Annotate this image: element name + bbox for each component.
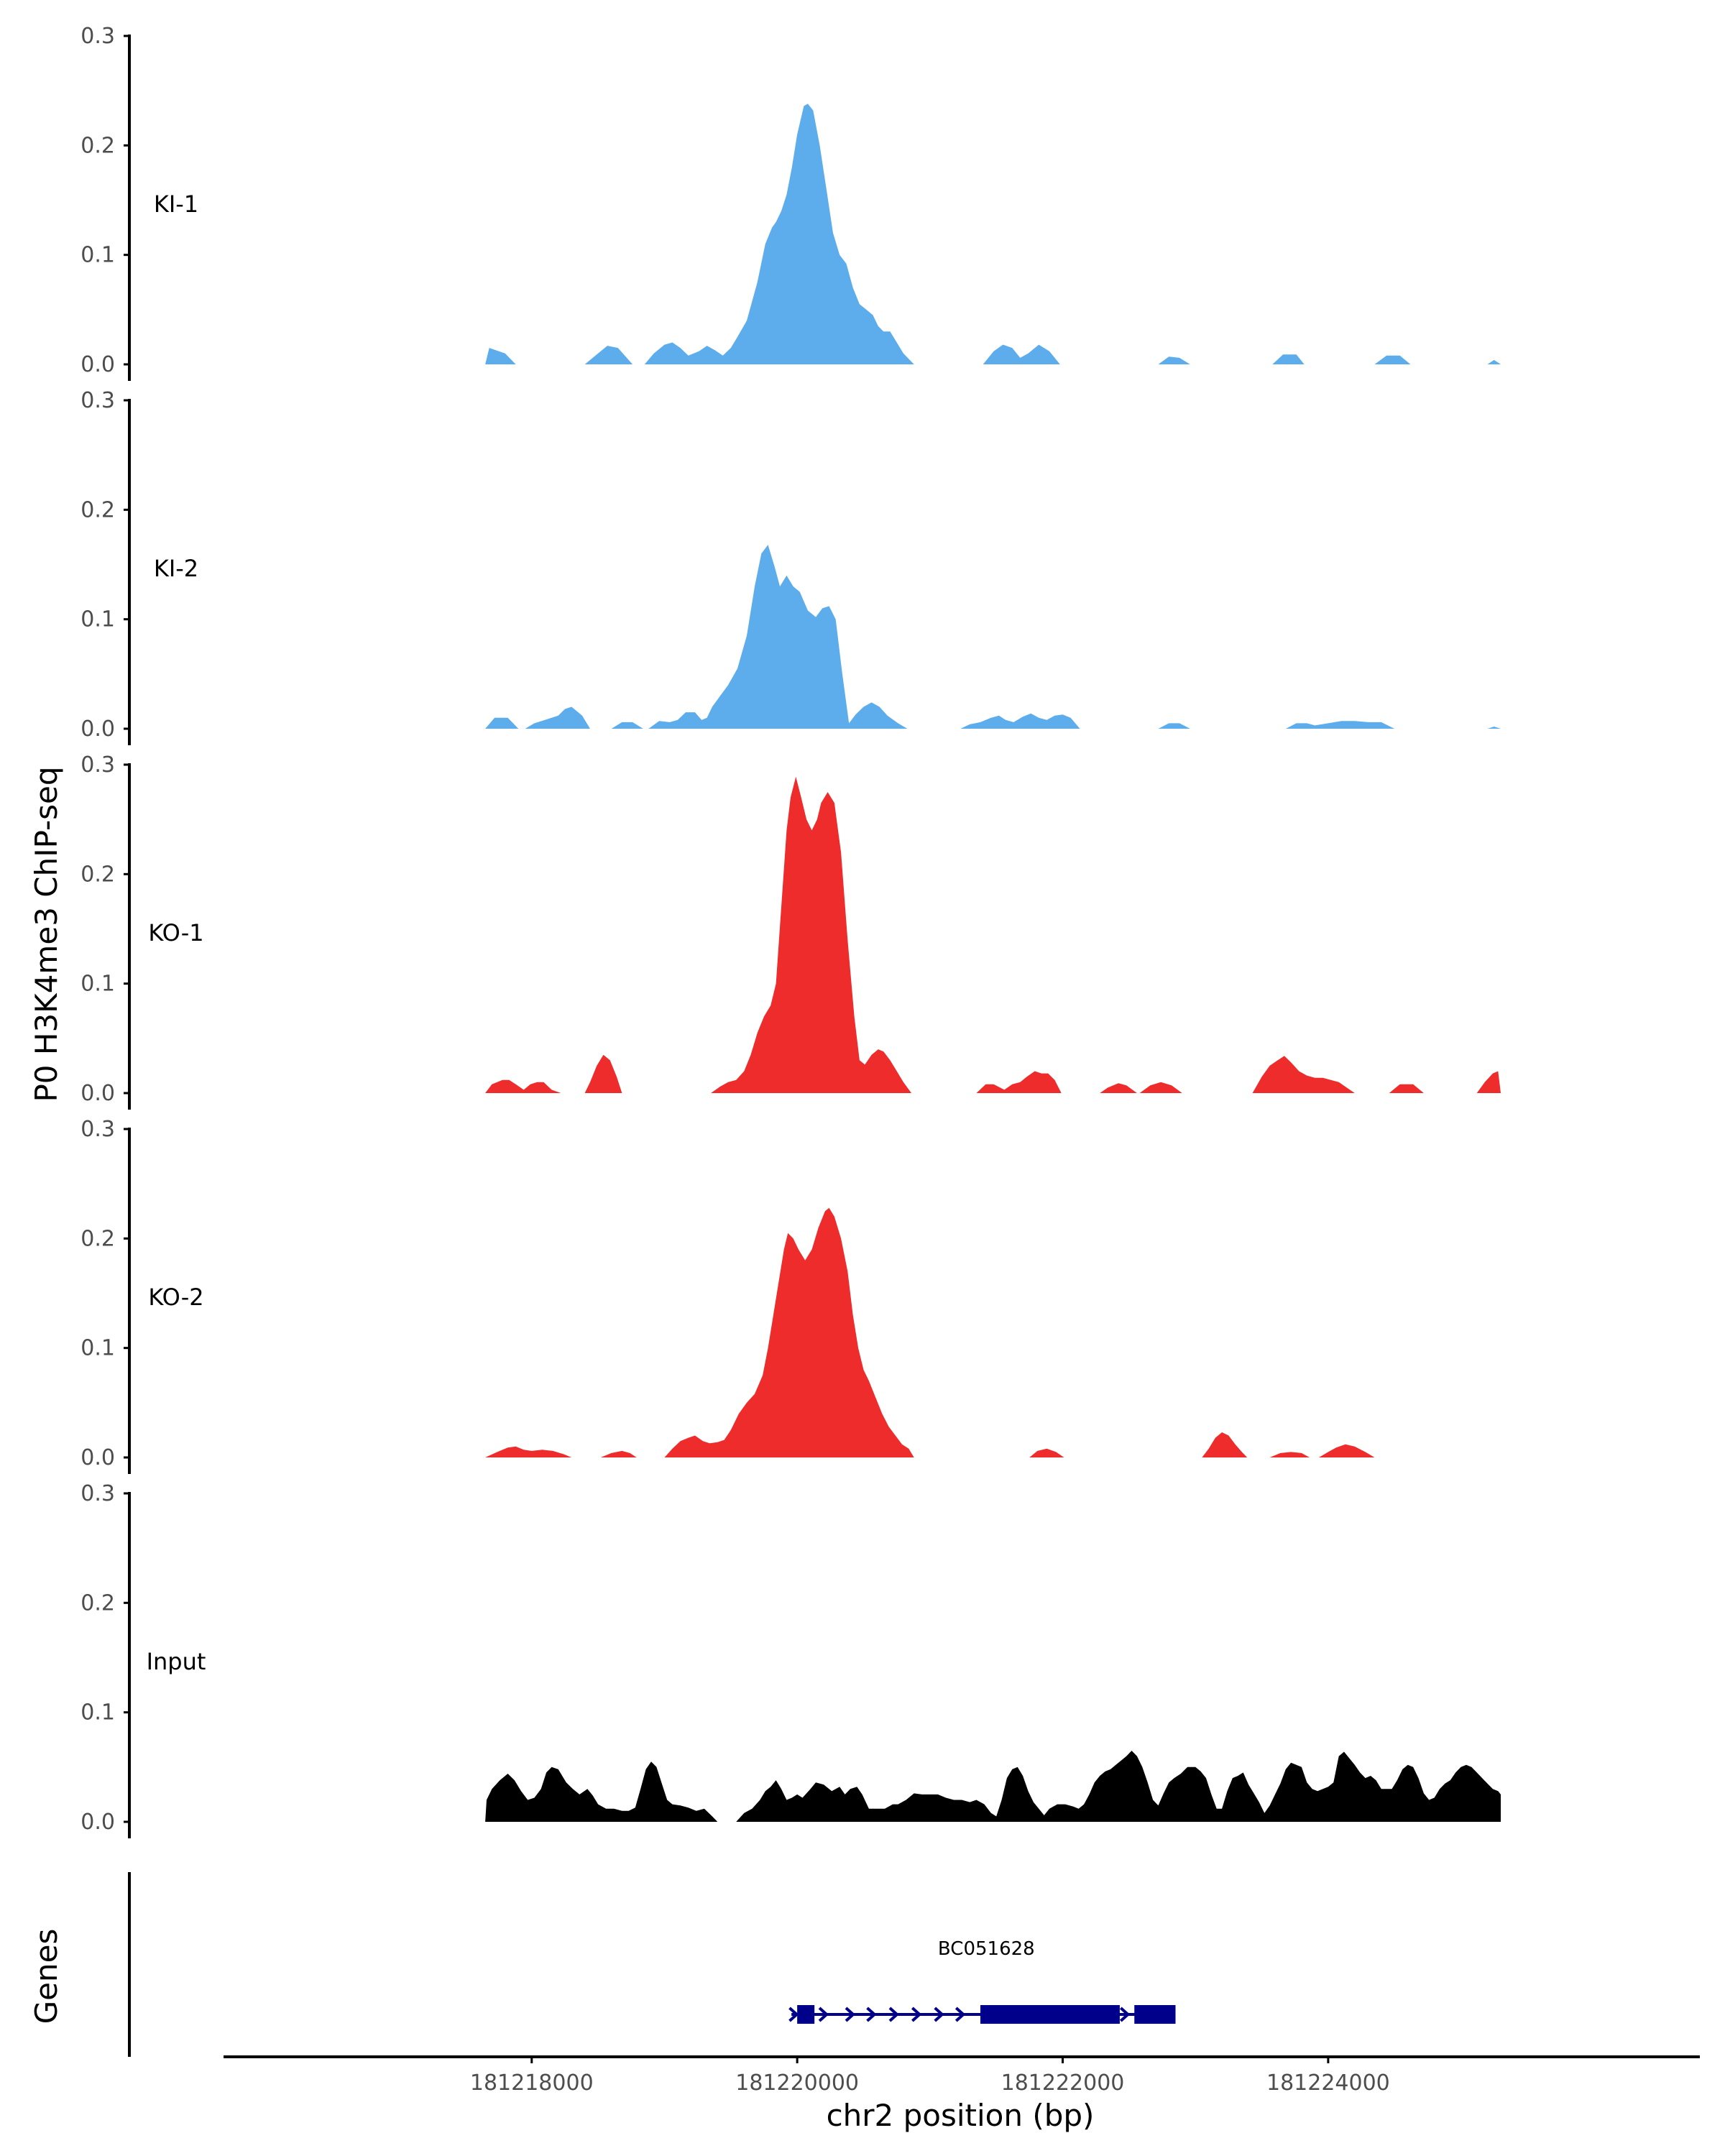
y-tick-label: 0.3 bbox=[80, 752, 115, 778]
coverage-peak bbox=[1158, 356, 1190, 364]
track-label: Input bbox=[147, 1648, 206, 1675]
coverage-peak bbox=[525, 706, 590, 729]
x-axis: 181218000 181220000 181222000 181224000 bbox=[224, 2055, 1700, 2096]
genes-axis-title: Genes bbox=[29, 1929, 64, 2024]
coverage-peak bbox=[1272, 354, 1305, 364]
coverage-peak bbox=[485, 1761, 718, 1822]
y-tick-label: 0.0 bbox=[80, 1445, 115, 1470]
y-tick-label: 0.1 bbox=[80, 1700, 115, 1726]
y-tick-label: 0.1 bbox=[80, 607, 115, 632]
coverage-peak bbox=[983, 344, 1060, 364]
strand-arrow bbox=[818, 2007, 829, 2022]
track-label: KI-1 bbox=[154, 190, 198, 218]
track-ko-1: 0.0 0.1 0.2 0.3 KO-1 bbox=[80, 752, 1501, 1110]
coverage-peak bbox=[711, 776, 911, 1093]
y-tick-label: 0.2 bbox=[80, 497, 115, 522]
y-tick-label: 0.2 bbox=[80, 862, 115, 887]
gene-label: BC051628 bbox=[938, 1938, 1035, 1960]
x-tick-label: 181220000 bbox=[735, 2070, 859, 2096]
strand-arrow bbox=[954, 2007, 966, 2022]
gene-exon bbox=[980, 2005, 1120, 2024]
y-tick-label: 0.0 bbox=[80, 1810, 115, 1835]
y-tick-label: 0.3 bbox=[80, 388, 115, 413]
x-tick-label: 181218000 bbox=[470, 2070, 594, 2096]
y-tick-label: 0.3 bbox=[80, 1481, 115, 1506]
y-tick-label: 0.1 bbox=[80, 243, 115, 268]
x-tick-label: 181222000 bbox=[1001, 2070, 1125, 2096]
coverage-peak bbox=[485, 1446, 572, 1457]
coverage-peak bbox=[1487, 359, 1501, 364]
coverage-peak bbox=[1202, 1432, 1248, 1457]
x-tick-label: 181224000 bbox=[1266, 2070, 1390, 2096]
gene-exon bbox=[797, 2005, 815, 2024]
y-tick-label: 0.0 bbox=[80, 1081, 115, 1106]
y-tick-label: 0.2 bbox=[80, 1226, 115, 1251]
coverage-peak bbox=[1269, 1452, 1310, 1457]
track-ki-2: 0.0 0.1 0.2 0.3 KI-2 bbox=[80, 388, 1501, 745]
coverage-peak bbox=[1319, 1444, 1375, 1457]
coverage-peak bbox=[736, 1751, 1501, 1822]
track-ki-1: 0.0 0.1 0.2 0.3 KI-1 bbox=[80, 24, 1501, 381]
coverage-peak bbox=[1029, 1448, 1064, 1457]
coverage-peak bbox=[485, 348, 516, 364]
coverage-peak bbox=[1100, 1083, 1137, 1093]
gene-exon bbox=[1134, 2005, 1176, 2024]
coverage-peak bbox=[644, 103, 914, 364]
coverage-peak bbox=[1139, 1082, 1182, 1093]
track-ko-2: 0.0 0.1 0.2 0.3 KO-2 bbox=[80, 1117, 1375, 1474]
y-tick-label: 0.2 bbox=[80, 1590, 115, 1616]
strand-arrow bbox=[888, 2007, 899, 2022]
coverage-peak bbox=[1374, 355, 1411, 364]
strand-arrow bbox=[845, 2007, 856, 2022]
y-axis-title: P0 H3K4me3 ChIP-seq bbox=[29, 766, 64, 1102]
strand-arrow bbox=[1119, 2007, 1131, 2022]
coverage-peak bbox=[611, 722, 643, 729]
coverage-peak bbox=[960, 713, 1080, 729]
coverage-peak bbox=[485, 717, 519, 729]
coverage-peak bbox=[1487, 727, 1501, 729]
strand-arrow bbox=[934, 2007, 944, 2022]
tracks-layer: 0.00.10.20.3KI-10.00.10.20.3KI-20.00.10.… bbox=[80, 24, 1501, 1838]
coverage-peak bbox=[1252, 1056, 1355, 1093]
strand-arrow bbox=[911, 2007, 922, 2022]
track-label: KO-2 bbox=[148, 1284, 203, 1311]
coverage-peak bbox=[600, 1450, 637, 1457]
coverage-peak bbox=[1158, 723, 1190, 729]
y-tick-label: 0.2 bbox=[80, 133, 115, 158]
coverage-peak bbox=[1285, 721, 1395, 729]
genes-layer: BC051628 bbox=[128, 1872, 1176, 2057]
gene-model: BC051628 bbox=[788, 1938, 1176, 2024]
track-input: 0.0 0.1 0.2 0.3 Input bbox=[80, 1481, 1501, 1838]
y-tick-label: 0.3 bbox=[80, 24, 115, 49]
y-tick-label: 0.0 bbox=[80, 352, 115, 377]
y-tick-label: 0.3 bbox=[80, 1117, 115, 1142]
strand-arrow bbox=[866, 2007, 877, 2022]
coverage-peak bbox=[485, 1079, 561, 1093]
coverage-peak bbox=[664, 1207, 914, 1457]
coverage-peak bbox=[584, 346, 633, 364]
y-tick-label: 0.0 bbox=[80, 717, 115, 742]
coverage-peak bbox=[1476, 1071, 1501, 1093]
coverage-peak bbox=[648, 545, 908, 729]
coverage-peak bbox=[976, 1071, 1062, 1093]
y-tick-label: 0.1 bbox=[80, 1336, 115, 1361]
strand-arrow bbox=[788, 2007, 799, 2022]
track-label: KO-1 bbox=[148, 919, 203, 946]
track-label: KI-2 bbox=[154, 555, 198, 582]
x-axis-title: chr2 position (bp) bbox=[827, 2098, 1095, 2133]
y-tick-label: 0.1 bbox=[80, 972, 115, 997]
coverage-peak bbox=[584, 1054, 622, 1093]
coverage-peak bbox=[1389, 1084, 1424, 1093]
